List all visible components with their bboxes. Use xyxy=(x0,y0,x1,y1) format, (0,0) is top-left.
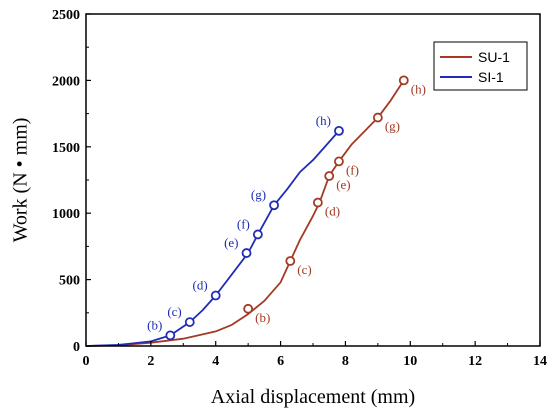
y-tick-label: 2500 xyxy=(52,8,80,23)
point-label-si-1: (d) xyxy=(193,278,208,293)
point-label-su-1: (b) xyxy=(255,310,270,325)
point-label-su-1: (e) xyxy=(336,177,350,192)
point-label-si-1: (g) xyxy=(251,187,266,202)
y-tick-label: 1500 xyxy=(52,141,80,156)
data-point-si-1 xyxy=(184,317,195,327)
data-point-su-1 xyxy=(285,256,296,266)
y-tick-label: 1000 xyxy=(52,207,80,222)
y-tick-label: 2000 xyxy=(52,74,80,89)
axis-ticks: 0 2 4 6 8 10 12 14 0 500 1000 1500 2000 2500 xyxy=(52,8,547,369)
point-label-si-1: (e) xyxy=(224,235,238,250)
data-point-si-1 xyxy=(252,229,263,240)
data-point-si-1 xyxy=(269,200,279,211)
y-tick-label: 500 xyxy=(59,274,80,289)
data-point-su-1 xyxy=(398,75,409,86)
point-label-si-1: (h) xyxy=(316,113,331,128)
point-label-si-1: (b) xyxy=(147,317,162,332)
data-point-su-1 xyxy=(372,112,383,123)
data-point-su-1 xyxy=(243,303,254,314)
data-point-su-1 xyxy=(324,171,335,181)
x-tick-label: 10 xyxy=(403,354,417,369)
x-tick-label: 14 xyxy=(533,354,547,369)
data-point-si-1 xyxy=(210,290,221,301)
point-label-si-1: (f) xyxy=(237,216,250,231)
y-tick-label: 0 xyxy=(73,340,80,355)
y-axis-label: Work (N • mm) xyxy=(10,118,32,243)
x-tick-label: 0 xyxy=(83,354,90,369)
legend-box xyxy=(433,41,528,91)
point-label-su-1: (g) xyxy=(385,119,400,134)
series-line-si-1 xyxy=(85,130,340,347)
x-tick-label: 8 xyxy=(342,354,349,369)
data-point-si-1 xyxy=(334,125,344,136)
series-line-su-1 xyxy=(85,79,405,347)
point-label-su-1: (h) xyxy=(411,81,426,96)
point-label-su-1: (c) xyxy=(297,262,311,277)
legend-label-su-1: SU-1 xyxy=(478,49,510,65)
data-point-su-1 xyxy=(334,156,344,167)
point-label-si-1: (c) xyxy=(167,304,181,319)
point-label-su-1: (f) xyxy=(346,162,359,177)
plot-area: (b)(c)(d)(e)(f)(g)(h)(b)(c)(d)(e)(f)(g)(… xyxy=(85,75,426,347)
x-tick-label: 6 xyxy=(277,354,284,369)
x-axis-label: Axial displacement (mm) xyxy=(211,386,415,408)
x-tick-label: 2 xyxy=(147,354,154,369)
data-point-si-1 xyxy=(241,248,252,258)
data-point-su-1 xyxy=(312,197,323,208)
x-tick-label: 4 xyxy=(212,354,219,369)
x-tick-label: 12 xyxy=(468,354,482,369)
legend: SU-1 SI-1 xyxy=(433,41,528,91)
data-point-si-1 xyxy=(165,330,176,341)
legend-label-si-1: SI-1 xyxy=(478,69,504,85)
point-label-su-1: (d) xyxy=(325,204,340,219)
